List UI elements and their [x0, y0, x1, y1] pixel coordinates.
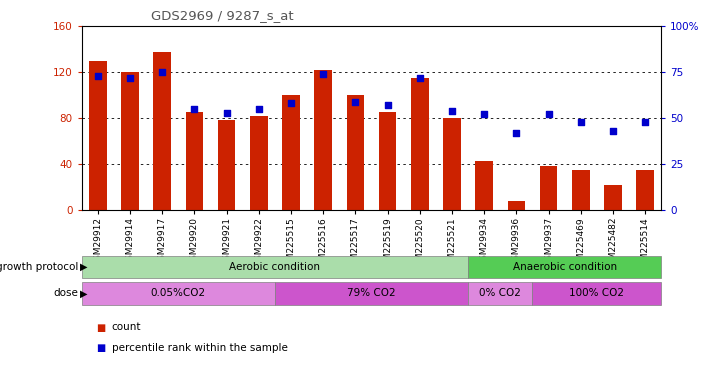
Text: Anaerobic condition: Anaerobic condition: [513, 262, 616, 272]
Bar: [468, 256, 661, 278]
Bar: [275, 282, 468, 304]
Bar: [186, 112, 203, 210]
Point: [510, 130, 522, 136]
Bar: [476, 160, 493, 210]
Bar: [533, 282, 661, 304]
Bar: [218, 120, 235, 210]
Point: [253, 106, 264, 112]
Bar: [250, 116, 267, 210]
Text: 100% CO2: 100% CO2: [570, 288, 624, 298]
Bar: [604, 185, 622, 210]
Text: 0% CO2: 0% CO2: [479, 288, 521, 298]
Point: [188, 106, 200, 112]
Point: [285, 100, 296, 106]
Bar: [282, 95, 300, 210]
Bar: [379, 112, 397, 210]
Bar: [572, 170, 589, 210]
Text: ■: ■: [96, 343, 105, 353]
Point: [156, 69, 168, 75]
Point: [221, 110, 232, 116]
Bar: [154, 51, 171, 210]
Bar: [82, 282, 275, 304]
Point: [350, 99, 361, 105]
Bar: [346, 95, 364, 210]
Bar: [89, 61, 107, 210]
Bar: [314, 70, 332, 210]
Bar: [508, 201, 525, 210]
Point: [575, 119, 587, 125]
Point: [447, 108, 458, 114]
Text: GDS2969 / 9287_s_at: GDS2969 / 9287_s_at: [151, 9, 294, 22]
Point: [124, 75, 136, 81]
Point: [92, 73, 104, 79]
Text: ■: ■: [96, 322, 105, 333]
Text: dose: dose: [53, 288, 78, 298]
Text: percentile rank within the sample: percentile rank within the sample: [112, 343, 287, 353]
Text: ▶: ▶: [80, 288, 87, 298]
Text: ▶: ▶: [80, 262, 87, 272]
Point: [479, 111, 490, 117]
Text: 79% CO2: 79% CO2: [347, 288, 396, 298]
Text: 0.05%CO2: 0.05%CO2: [151, 288, 206, 298]
Text: count: count: [112, 322, 141, 333]
Point: [639, 119, 651, 125]
Point: [607, 128, 619, 134]
Point: [414, 75, 425, 81]
Bar: [82, 256, 468, 278]
Bar: [636, 170, 654, 210]
Point: [318, 71, 329, 77]
Point: [382, 102, 393, 108]
Bar: [468, 282, 533, 304]
Bar: [540, 166, 557, 210]
Bar: [121, 72, 139, 210]
Text: Aerobic condition: Aerobic condition: [230, 262, 321, 272]
Point: [543, 111, 555, 117]
Text: growth protocol: growth protocol: [0, 262, 78, 272]
Bar: [443, 118, 461, 210]
Bar: [411, 78, 429, 210]
